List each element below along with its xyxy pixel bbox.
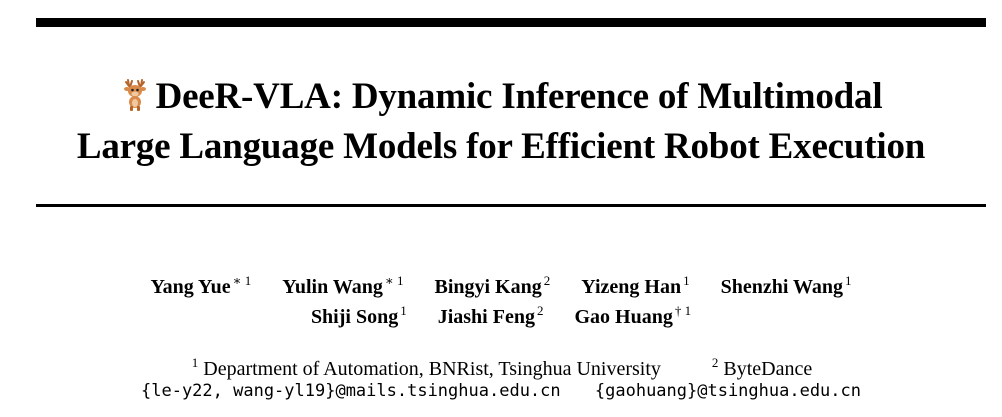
affiliation: 1 Department of Automation, BNRist, Tsin… [190,355,661,381]
title-line-1: DeeR-VLA: Dynamic Inference of Multimoda… [0,74,1002,124]
author-row-2: Shiji Song 1 Jiashi Feng 2 Gao Huang † 1 [0,303,1002,329]
author-mark: 2 [536,303,544,318]
author-name: Yang Yue [150,276,231,298]
affiliation-mark: 1 [191,355,199,370]
author-name: Jiashi Feng [437,306,535,328]
author: Yang Yue ∗ 1 [150,273,251,299]
author-mark: † 1 [674,303,692,318]
paper-title: DeeR-VLA: Dynamic Inference of Multimoda… [0,74,1002,170]
author-name: Bingyi Kang [434,276,542,298]
affiliation-text: Department of Automation, BNRist, Tsingh… [203,358,661,380]
author: Yulin Wang ∗ 1 [282,273,403,299]
title-text-1: DeeR-VLA: Dynamic Inference of Multimoda… [155,76,883,117]
author: Shiji Song 1 [311,303,407,329]
author-mark: 1 [845,273,852,288]
author-name: Yulin Wang [282,276,383,298]
author-mark: ∗ 1 [232,273,252,288]
author-mark: ∗ 1 [384,273,404,288]
author: Shenzhi Wang 1 [721,273,852,299]
email-group: {le-y22, wang-yl19}@mails.tsinghua.edu.c… [141,381,561,401]
affiliation: 2 ByteDance [710,355,812,381]
author-mark: 2 [543,273,551,288]
author-mark: 1 [400,303,407,318]
author-row-1: Yang Yue ∗ 1 Yulin Wang ∗ 1 Bingyi Kang 2 Y… [0,273,1002,299]
author: Jiashi Feng 2 [438,303,544,329]
bottom-rule [36,204,986,207]
author-name: Shiji Song [310,306,399,328]
author-name: Gao Huang [574,306,673,328]
author-mark: 1 [683,273,690,288]
author: Gao Huang † 1 [574,303,691,329]
top-rule [36,18,986,27]
author: Bingyi Kang 2 [434,273,550,299]
email-group: {gaohuang}@tsinghua.edu.cn [594,381,861,401]
affiliations: 1 Department of Automation, BNRist, Tsin… [0,355,1002,381]
author-name: Shenzhi Wang [720,276,844,298]
title-line-2: Large Language Models for Efficient Robo… [76,126,926,167]
author-name: Yizeng Han [581,276,682,298]
emails: {le-y22, wang-yl19}@mails.tsinghua.edu.c… [0,381,1002,401]
deer-icon [120,78,150,124]
affiliation-mark: 2 [711,355,719,370]
affiliation-text: ByteDance [723,358,813,380]
author: Yizeng Han 1 [581,273,689,299]
